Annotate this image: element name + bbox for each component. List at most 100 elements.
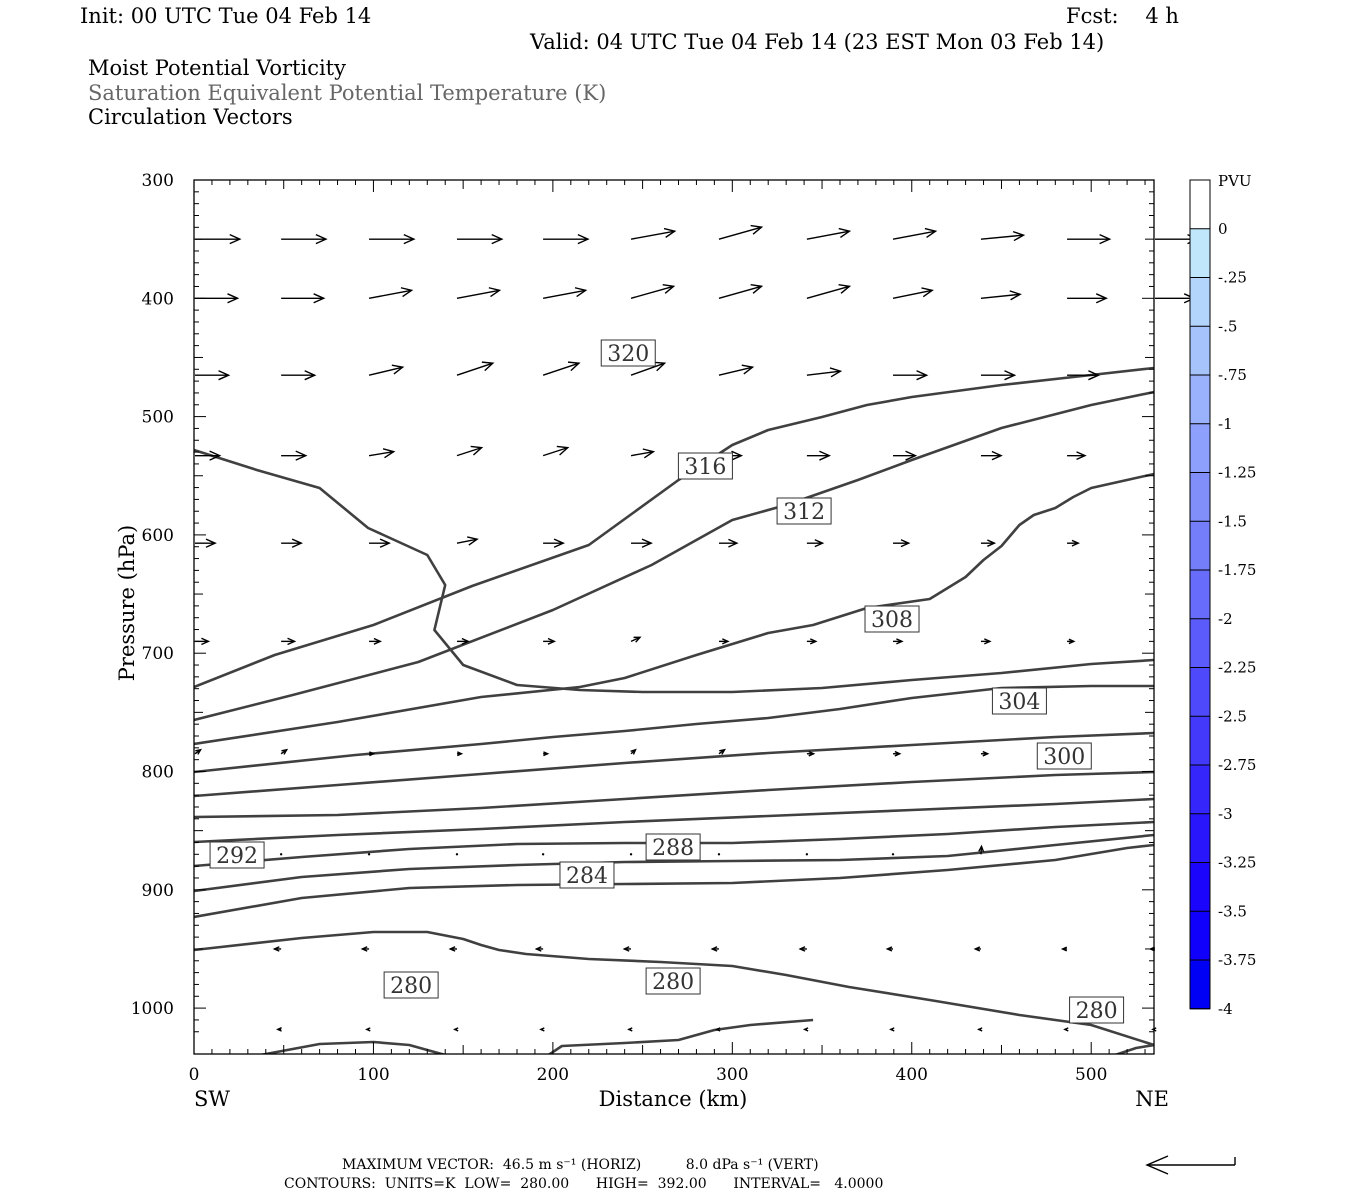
colorbar-swatch xyxy=(1190,180,1210,230)
colorbar-label: -2.75 xyxy=(1218,756,1256,774)
circulation-vector-7-1 xyxy=(367,853,371,856)
circulation-vector-4-8 xyxy=(893,539,911,548)
circulation-vector-7-6 xyxy=(805,853,809,856)
circulation-vector-5-8 xyxy=(893,638,904,645)
colorbar-swatch xyxy=(1190,618,1210,668)
colorbar-label: -1.5 xyxy=(1218,512,1247,530)
circulation-vector-6-2 xyxy=(369,751,376,757)
svg-text:308: 308 xyxy=(871,608,913,633)
colorbar-swatch xyxy=(1190,423,1210,473)
circulation-vector-0-3 xyxy=(456,234,504,245)
circulation-vector-0-4 xyxy=(543,234,590,245)
max-vector-text: MAXIMUM VECTOR: 46.5 m s⁻¹ (HORIZ) 8.0 d… xyxy=(342,1157,819,1173)
contour-label-312-2: 312 xyxy=(776,497,832,525)
circulation-vector-2-8 xyxy=(893,370,929,381)
contour-label-280-11: 280 xyxy=(1069,996,1125,1024)
circulation-vector-4-5 xyxy=(631,538,653,548)
circulation-vector-0-7 xyxy=(806,227,852,240)
circulation-vector-7-5 xyxy=(717,853,721,856)
theta-contour-280-12 xyxy=(194,930,1154,1047)
circulation-vector-7-3 xyxy=(541,853,545,856)
colorbar-label: -4 xyxy=(1218,1000,1233,1018)
circulation-vector-9-4 xyxy=(627,1027,633,1032)
circulation-vector-6-5 xyxy=(630,748,637,755)
colorbar-swatch xyxy=(1190,765,1210,815)
circulation-vector-4-10 xyxy=(1067,539,1080,547)
contour-label-304-4: 304 xyxy=(991,687,1047,715)
colorbar-unit: PVU xyxy=(1218,172,1252,190)
svg-text:300: 300 xyxy=(1043,745,1085,770)
circulation-vector-8-9 xyxy=(1060,946,1068,952)
circulation-vector-3-7 xyxy=(806,450,832,461)
circulation-vector-6-0 xyxy=(194,748,202,755)
circulation-vector-8-2 xyxy=(448,946,457,952)
circulation-vector-3-5 xyxy=(630,448,656,459)
circulation-vector-1-11 xyxy=(1155,293,1196,304)
circulation-vector-3-9 xyxy=(980,450,1003,461)
contour-label-288-7: 288 xyxy=(645,833,701,861)
svg-text:280: 280 xyxy=(652,970,694,995)
ne-end-label: NE xyxy=(1135,1087,1169,1111)
circulation-vector-2-4 xyxy=(542,361,581,376)
svg-text:284: 284 xyxy=(566,864,608,889)
svg-text:280: 280 xyxy=(390,974,432,999)
circulation-vector-3-3 xyxy=(456,445,484,457)
y-tick-label: 500 xyxy=(142,408,174,428)
circulation-vector-4-3 xyxy=(456,536,479,546)
circulation-vector-4-7 xyxy=(806,539,825,548)
circulation-vector-1-7 xyxy=(806,284,852,299)
theta-contour-292-8 xyxy=(194,797,1154,844)
circulation-vector-6-6 xyxy=(718,748,726,755)
theta-contour-280-15 xyxy=(526,1060,831,1080)
colorbar-label: -.25 xyxy=(1218,269,1247,287)
forecast-hour: Fcst: 4 h xyxy=(1066,4,1179,28)
circulation-vector-2-9 xyxy=(980,370,1017,381)
circulation-vector-4-4 xyxy=(543,538,565,548)
theta-contour-284-10 xyxy=(194,833,1154,893)
circulation-vector-5-10 xyxy=(1067,638,1076,645)
circulation-vector-1-6 xyxy=(718,284,764,299)
x-tick-label: 0 xyxy=(189,1065,200,1085)
x-axis-title: Distance (km) xyxy=(599,1087,748,1111)
colorbar-label: -2 xyxy=(1218,610,1233,628)
theta-contour-308-4 xyxy=(194,472,1154,746)
svg-text:316: 316 xyxy=(684,455,726,480)
circulation-vector-2-5 xyxy=(630,361,667,376)
y-tick-label: 700 xyxy=(142,644,174,664)
circulation-vector-0-10 xyxy=(1067,234,1112,245)
svg-text:280: 280 xyxy=(1076,999,1118,1024)
colorbar-swatch xyxy=(1190,667,1210,717)
circulation-vector-7-8 xyxy=(978,844,985,855)
circulation-vector-4-1 xyxy=(281,538,304,548)
y-tick-label: 1000 xyxy=(131,999,174,1019)
circulation-vector-6-7 xyxy=(806,750,816,757)
y-tick-label: 900 xyxy=(142,881,174,901)
circulation-vector-5-2 xyxy=(369,637,382,645)
colorbar-label: -.5 xyxy=(1218,317,1237,335)
contour-label-280-9: 280 xyxy=(383,971,439,999)
circulation-vector-2-3 xyxy=(456,361,495,376)
colorbar-label: 0 xyxy=(1218,220,1228,238)
circulation-vector-0-1 xyxy=(281,234,328,245)
svg-text:304: 304 xyxy=(998,690,1040,715)
circulation-vector-2-6 xyxy=(718,364,755,376)
x-tick-label: 400 xyxy=(896,1065,928,1085)
circulation-vector-2-2 xyxy=(368,364,405,376)
circulation-vector-6-8 xyxy=(893,750,902,757)
contour-info-text: CONTOURS: UNITS=K LOW= 280.00 HIGH= 392.… xyxy=(284,1176,884,1192)
colorbar-swatch xyxy=(1190,277,1210,327)
circulation-vector-3-0 xyxy=(195,450,222,461)
circulation-vector-9-0 xyxy=(276,1027,282,1032)
init-time: Init: 00 UTC Tue 04 Feb 14 xyxy=(80,4,372,28)
circulation-vector-6-4 xyxy=(543,751,550,757)
y-tick-label: 300 xyxy=(142,171,174,191)
circulation-vector-8-6 xyxy=(798,946,807,952)
contour-label-284-8: 284 xyxy=(559,861,615,889)
circulation-vector-5-6 xyxy=(718,638,730,645)
circulation-vector-0-9 xyxy=(980,230,1026,242)
contour-label-292-6: 292 xyxy=(209,841,265,869)
colorbar-swatch xyxy=(1190,911,1210,961)
colorbar-label: -2.25 xyxy=(1218,659,1256,677)
circulation-vector-8-1 xyxy=(360,946,370,952)
colorbar-label: -3.75 xyxy=(1218,951,1256,969)
